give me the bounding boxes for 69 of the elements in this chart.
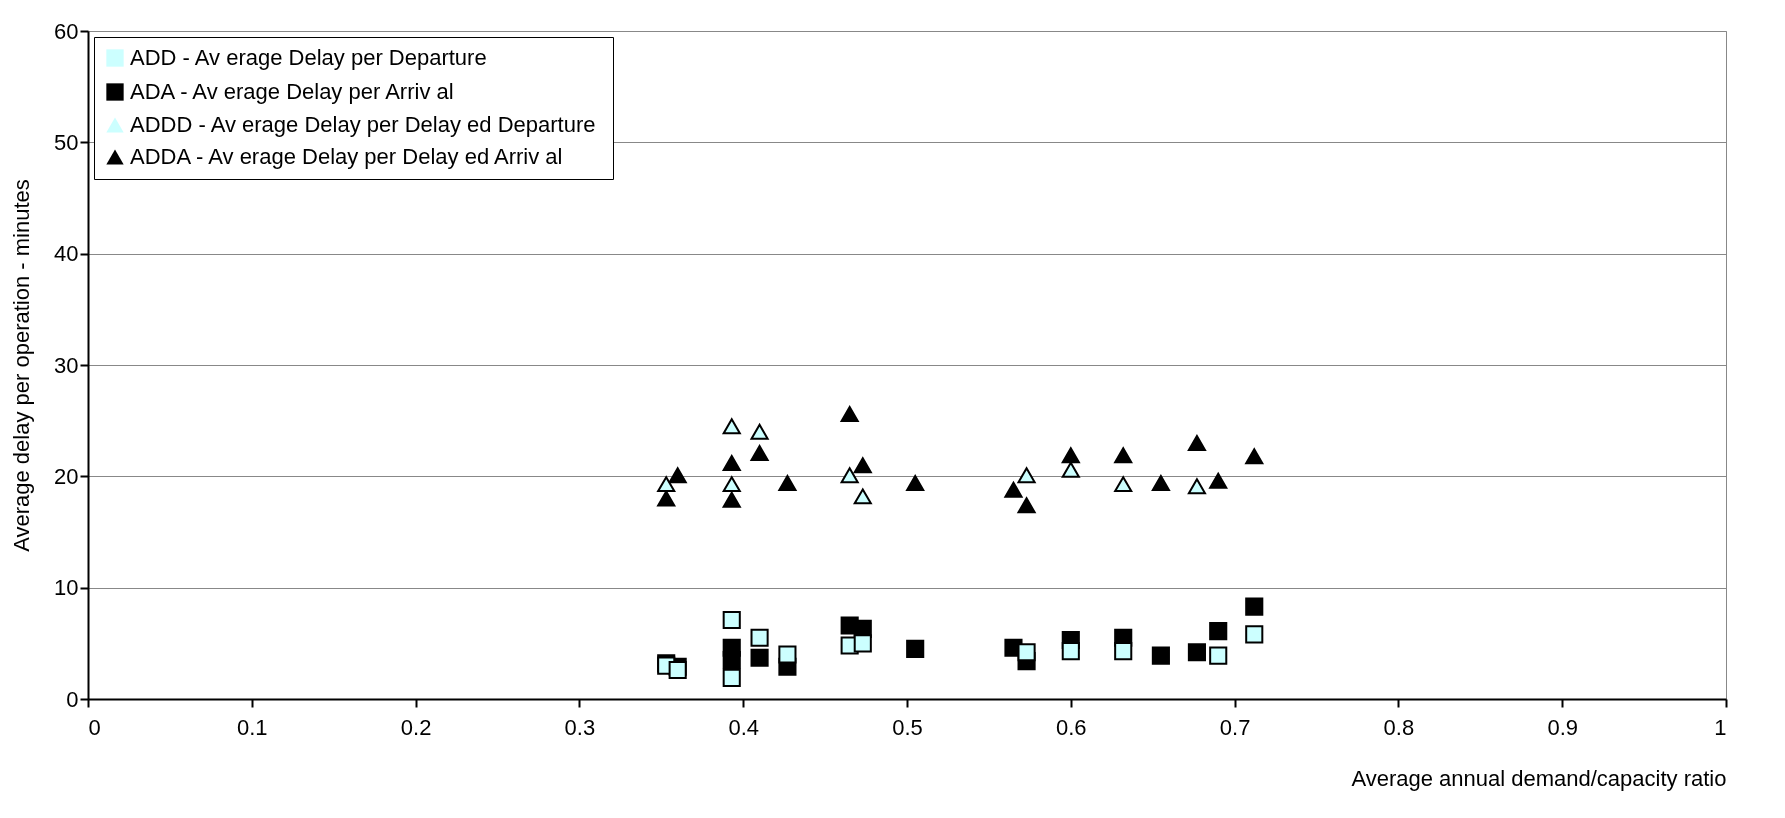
point [668, 467, 687, 484]
x-tick-label: 0.2 [400, 714, 432, 740]
y-tick-label: 20 [54, 463, 79, 489]
legend-label: ADD - Av erage Delay per Departure [130, 45, 487, 70]
point [1245, 625, 1264, 644]
x-axis-title: Average annual demand/capacity ratio [1351, 765, 1727, 791]
point [840, 467, 859, 484]
point [722, 454, 741, 471]
point [750, 444, 769, 461]
point [722, 668, 741, 687]
y-tick-label: 40 [54, 241, 79, 267]
point [1245, 597, 1264, 616]
x-tick-label: 1 [1714, 714, 1727, 740]
y-tick-label: 60 [54, 18, 79, 44]
x-tick-label: 0.5 [892, 714, 923, 740]
point [722, 418, 741, 435]
point [668, 660, 687, 680]
point [1209, 472, 1228, 489]
point [853, 634, 872, 653]
x-tick-label: 0.7 [1219, 714, 1251, 740]
point [906, 639, 925, 658]
y-tick-label: 10 [54, 575, 79, 601]
point [1114, 476, 1133, 493]
x-tick-label: 0.8 [1383, 714, 1415, 740]
point [750, 423, 769, 440]
point [1151, 475, 1170, 491]
point [722, 610, 741, 630]
point [1061, 461, 1080, 478]
x-tick-label: 0.1 [237, 714, 268, 740]
point [1187, 643, 1206, 662]
point [906, 475, 925, 491]
x-tick-label: 0.6 [1056, 714, 1087, 740]
point [657, 476, 676, 493]
point [1151, 646, 1170, 665]
legend-label: ADA - Av erage Delay per Arriv al [130, 79, 454, 104]
point [722, 491, 741, 508]
point [853, 457, 872, 474]
x-tick-label: 0.3 [564, 714, 596, 740]
point [1187, 434, 1206, 451]
x-tick-label: 0.9 [1547, 714, 1578, 740]
x-tick-label: 0.4 [728, 714, 759, 740]
legend-label: ADDD - Av erage Delay per Delay ed Departure [130, 112, 596, 137]
y-tick-label: 50 [54, 129, 79, 155]
point [1114, 447, 1133, 464]
point [1187, 478, 1206, 495]
point [1209, 622, 1228, 641]
x-tick-label: 0 [88, 714, 101, 740]
point [1061, 642, 1080, 661]
point [1114, 642, 1133, 661]
point [1004, 481, 1023, 498]
point [1017, 497, 1036, 514]
point [1245, 448, 1264, 465]
point [1017, 467, 1036, 484]
point [853, 488, 872, 505]
point [1061, 447, 1080, 464]
point [750, 648, 769, 667]
legend-label: ADDA - Av erage Delay per Delay ed Arriv al [130, 144, 563, 169]
point [1017, 643, 1036, 662]
point [722, 650, 741, 670]
y-axis-title: Average delay per operation - minutes [9, 179, 35, 552]
point [778, 475, 797, 491]
point [840, 406, 859, 422]
point [722, 476, 741, 493]
y-tick-label: 0 [66, 686, 79, 712]
point [657, 490, 676, 507]
point [750, 628, 769, 647]
point [778, 645, 797, 664]
point [1209, 646, 1228, 665]
y-tick-label: 30 [54, 352, 79, 378]
